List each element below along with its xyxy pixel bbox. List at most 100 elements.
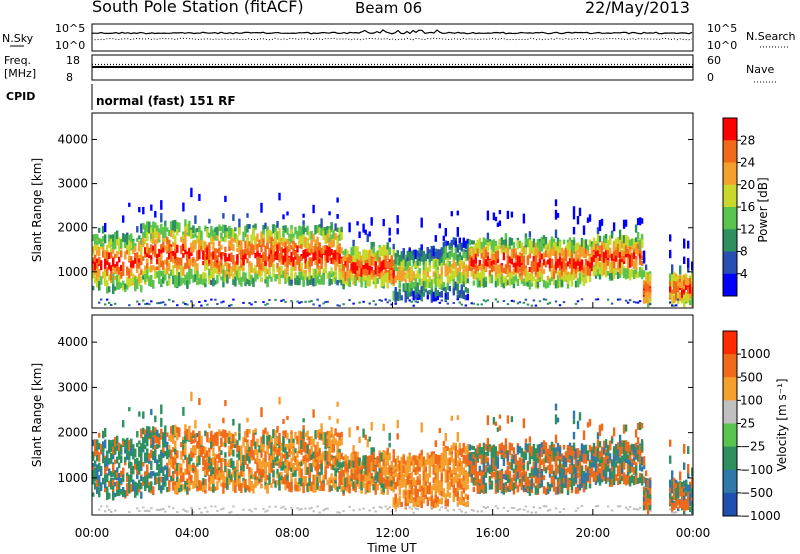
power-cell xyxy=(548,258,552,269)
velocity-cell xyxy=(244,454,247,461)
power-cell xyxy=(212,268,215,278)
velocity-cell xyxy=(118,448,121,459)
velocity-cell xyxy=(156,477,159,484)
velocity-cell xyxy=(254,441,257,449)
noise-left-tick-bottom: 10^0 xyxy=(55,39,85,52)
power-cell xyxy=(618,273,622,278)
power-cell xyxy=(378,266,381,273)
power-cell xyxy=(170,253,173,262)
power-cell xyxy=(118,256,121,263)
power-cell xyxy=(669,293,672,298)
velocity-cell xyxy=(144,471,147,481)
power-cell xyxy=(252,227,255,237)
power-cell xyxy=(140,276,143,283)
velocity-cell xyxy=(154,415,157,423)
power-cell xyxy=(196,227,199,233)
velocity-cell xyxy=(210,486,213,492)
velocity-cell xyxy=(160,434,163,440)
power-cell xyxy=(340,247,343,254)
power-cell xyxy=(296,300,299,303)
power-cell xyxy=(620,261,624,268)
power-cell xyxy=(622,219,626,229)
power-cell xyxy=(532,238,536,249)
velocity-cell xyxy=(244,430,247,439)
velocity-cell xyxy=(162,483,165,489)
power-cell xyxy=(390,262,393,269)
power-cell xyxy=(384,258,387,268)
colorbar-segment xyxy=(723,118,737,141)
power-cell xyxy=(500,249,504,254)
velocity-cell xyxy=(290,433,293,444)
velocity-cell xyxy=(278,396,281,405)
power-cell xyxy=(246,258,249,264)
velocity-cell xyxy=(276,437,279,444)
velocity-cell xyxy=(216,460,219,466)
power-cell xyxy=(346,270,349,280)
power-cell xyxy=(480,253,483,259)
velocity-cell xyxy=(272,430,275,436)
velocity-cell xyxy=(160,485,163,492)
power-cell xyxy=(330,267,333,274)
power-cell xyxy=(452,270,455,280)
velocity-cell xyxy=(232,479,235,486)
power-cell xyxy=(500,237,504,245)
power-cell xyxy=(584,258,588,266)
power-cell xyxy=(374,261,377,269)
power-cell xyxy=(168,263,171,272)
power-cell xyxy=(102,242,105,247)
velocity-cell xyxy=(236,461,239,466)
power-cell xyxy=(202,278,205,285)
power-cell xyxy=(108,274,111,281)
power-cell xyxy=(504,278,508,287)
power-cell xyxy=(604,255,608,264)
power-cell xyxy=(244,272,247,283)
power-cell xyxy=(630,268,634,277)
power-cell xyxy=(146,226,149,235)
velocity-cell xyxy=(150,460,153,470)
power-cell xyxy=(286,268,289,278)
power-cell xyxy=(464,275,467,285)
velocity-cell xyxy=(244,478,247,489)
power-cell xyxy=(152,232,155,242)
power-cell xyxy=(634,240,638,247)
power-cell xyxy=(442,235,445,241)
power-cell xyxy=(518,301,522,304)
velocity-cell xyxy=(294,477,297,485)
velocity-cell xyxy=(202,484,205,492)
power-cell xyxy=(364,263,367,269)
power-cell xyxy=(172,267,175,273)
power-cell xyxy=(326,227,329,234)
power-cell xyxy=(610,260,614,267)
velocity-cell xyxy=(296,435,299,442)
velocity-cell xyxy=(302,418,305,423)
power-cell xyxy=(114,253,117,259)
power-cell xyxy=(448,261,451,267)
power-cell xyxy=(228,304,231,307)
power-cell xyxy=(544,250,548,258)
power-cell xyxy=(316,225,319,233)
velocity-cell xyxy=(324,450,327,460)
power-cell xyxy=(250,262,253,270)
power-cell xyxy=(554,280,558,289)
power-cell xyxy=(222,275,225,282)
power-cell xyxy=(622,248,626,256)
power-cell xyxy=(584,248,588,257)
velocity-cell xyxy=(260,450,263,458)
velocity-cell xyxy=(284,507,287,510)
power-cell xyxy=(112,273,115,283)
power-cell xyxy=(298,225,301,233)
power-cell xyxy=(466,272,469,278)
power-cell xyxy=(192,241,195,248)
velocity-cell xyxy=(224,467,227,473)
velocity-cell xyxy=(268,465,271,474)
power-cell xyxy=(598,255,602,261)
power-cell xyxy=(594,244,598,254)
power-cell xyxy=(354,273,357,279)
velocity-cell xyxy=(270,436,273,444)
power-cell xyxy=(178,263,181,270)
power-cell xyxy=(134,245,137,252)
power-cell xyxy=(134,277,137,283)
velocity-cell xyxy=(132,466,135,474)
power-cell xyxy=(140,285,143,293)
power-cell xyxy=(454,271,457,277)
